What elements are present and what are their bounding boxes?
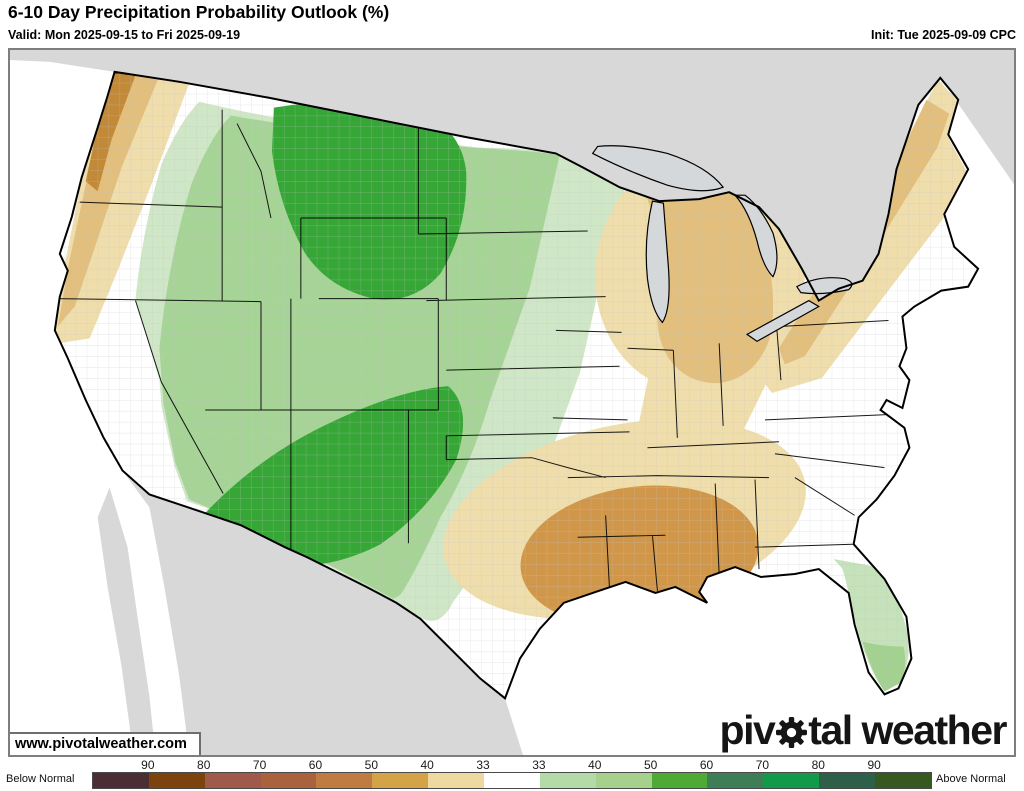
init-date-label: Init: Tue 2025-09-09 CPC xyxy=(871,28,1016,42)
colorbar-boundary-label: 80 xyxy=(197,758,211,772)
colorbar: 90 80 70 60 50 40 33 33 40 50 60 70 80 90 Below Norma… xyxy=(0,758,1024,791)
colorbar-bar xyxy=(92,772,932,789)
colorbar-boundary-label: 50 xyxy=(643,758,658,772)
mexico-landmass xyxy=(122,470,523,755)
colorbar-segment xyxy=(539,773,596,788)
colorbar-boundary-label: 60 xyxy=(308,758,323,772)
colorbar-segment xyxy=(260,773,317,788)
colorbar-segment xyxy=(595,773,652,788)
colorbar-boundary-label: 80 xyxy=(811,758,825,772)
lake-superior xyxy=(591,145,725,192)
colorbar-boundaries: 90 80 70 60 50 40 33 33 40 50 60 70 80 90 xyxy=(92,758,930,772)
pivotal-weather-logo: piv tal weather xyxy=(719,707,1008,753)
colorbar-segment xyxy=(372,773,429,788)
colorbar-above-normal-label: Above Normal xyxy=(936,773,1006,785)
lake-michigan xyxy=(645,200,670,324)
gear-icon xyxy=(776,717,808,748)
colorbar-boundary-label: 33 xyxy=(476,758,490,772)
logo-text-tal-weather: tal weather xyxy=(808,707,1007,753)
colorbar-boundary-label: 90 xyxy=(141,758,155,772)
great-lakes xyxy=(591,145,853,343)
state-boundaries xyxy=(55,109,905,591)
lake-erie xyxy=(745,299,820,343)
page-title: 6-10 Day Precipitation Probability Outlo… xyxy=(8,2,390,22)
colorbar-boundary-label: 70 xyxy=(755,758,770,772)
colorbar-segment xyxy=(763,773,820,788)
colorbar-segment xyxy=(148,773,205,788)
colorbar-segment xyxy=(428,773,485,788)
colorbar-boundary-label: 70 xyxy=(252,758,267,772)
valid-date-label: Valid: Mon 2025-09-15 to Fri 2025-09-19 xyxy=(8,28,241,42)
colorbar-segment xyxy=(204,773,261,788)
colorbar-boundary-label: 60 xyxy=(699,758,714,772)
lake-huron xyxy=(733,194,778,278)
colorbar-segment xyxy=(651,773,708,788)
colorbar-segment xyxy=(707,773,764,788)
baja-peninsula xyxy=(97,487,156,755)
colorbar-segment xyxy=(93,773,149,788)
colorbar-boundary-label: 40 xyxy=(420,758,434,772)
canada-landmass xyxy=(10,50,1014,301)
colorbar-boundary-label: 40 xyxy=(588,758,602,772)
colorbar-segment xyxy=(316,773,373,788)
colorbar-boundary-label: 33 xyxy=(532,758,546,772)
colorbar-boundary-label: 90 xyxy=(867,758,881,772)
outlook-map: www.pivotalweather.com piv tal weather xyxy=(8,48,1016,757)
colorbar-segment xyxy=(875,773,931,788)
colorbar-boundary-label: 50 xyxy=(364,758,378,772)
logo-text-piv: piv xyxy=(719,707,776,753)
colorbar-below-normal-label: Below Normal xyxy=(6,773,75,785)
colorbar-segment xyxy=(819,773,876,788)
colorbar-segment xyxy=(484,773,540,788)
us-outlook-map-svg xyxy=(10,50,1014,755)
watermark-url: www.pivotalweather.com xyxy=(10,732,201,755)
